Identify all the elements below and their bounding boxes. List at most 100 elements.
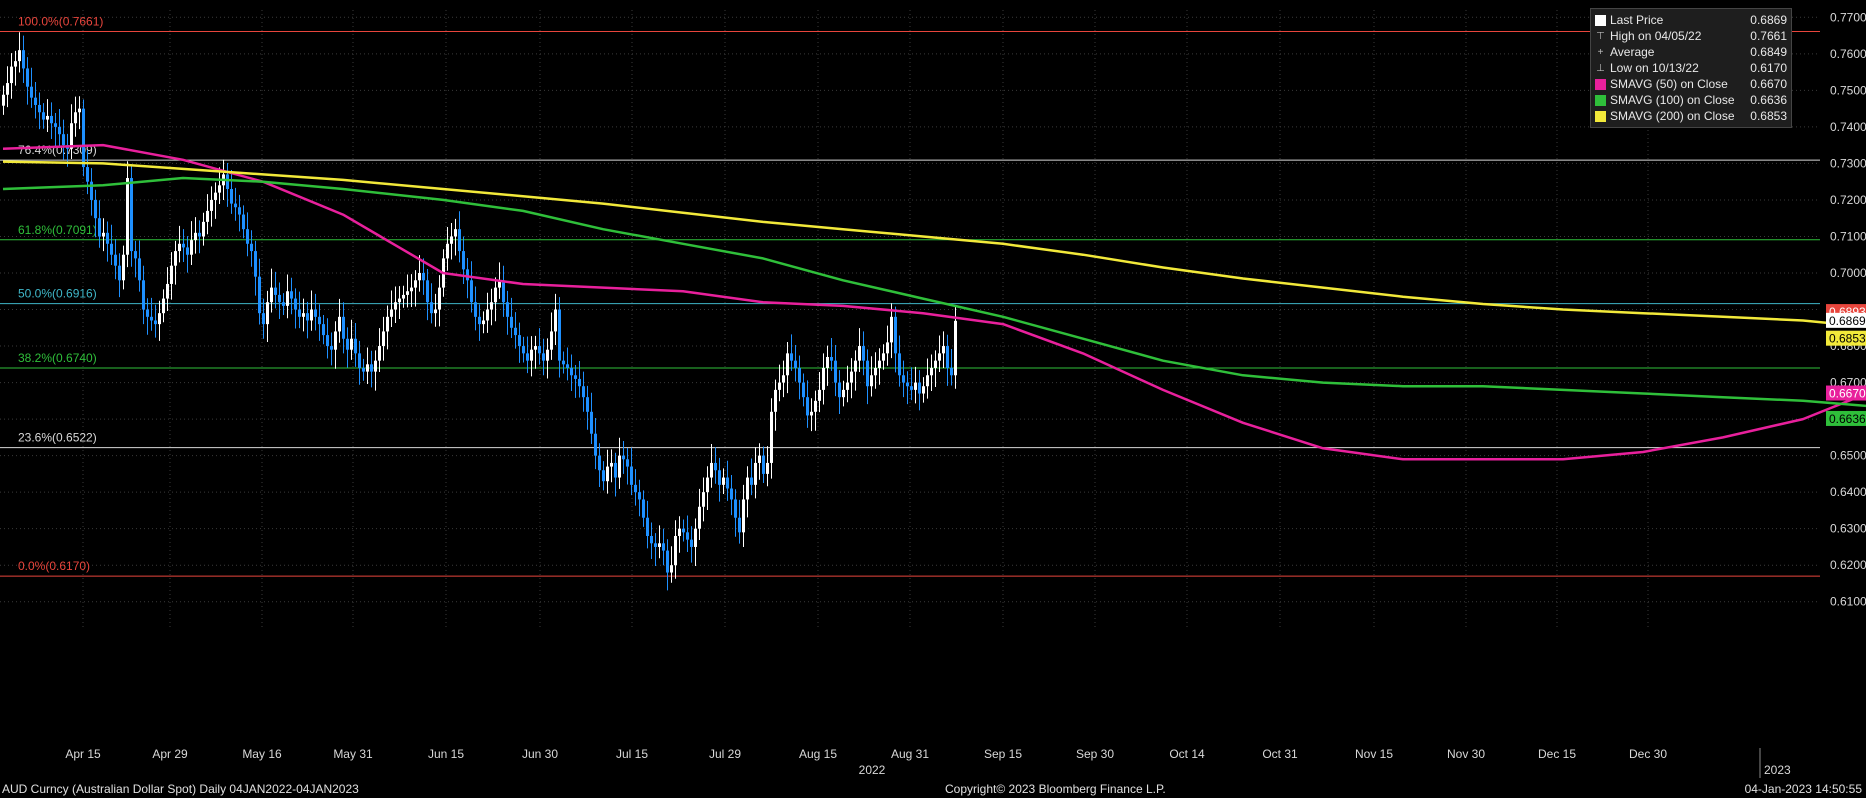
candle-body <box>170 265 173 284</box>
candle-body <box>950 367 953 376</box>
candle-body <box>198 232 201 237</box>
candle-body <box>646 517 649 536</box>
candle-body <box>518 335 521 347</box>
candle-body <box>42 112 45 120</box>
candle-body <box>150 316 153 321</box>
candle-body <box>790 353 793 361</box>
candle-body <box>754 462 757 485</box>
candle-body <box>210 199 213 211</box>
y-tick-label: 0.6100 <box>1830 595 1866 609</box>
high-marker-icon: ⊤ <box>1596 30 1605 42</box>
candle-body <box>154 320 157 325</box>
candle-body <box>318 316 321 325</box>
candle-body <box>882 353 885 361</box>
candle-body <box>706 477 709 493</box>
candle-body <box>766 462 769 474</box>
legend-value: 0.6636 <box>1750 93 1787 107</box>
candle-body <box>926 375 929 387</box>
candle-body <box>466 269 469 281</box>
candle-body <box>462 251 465 270</box>
candle-body <box>294 298 297 310</box>
candle-body <box>586 397 589 412</box>
candle-body <box>106 232 109 244</box>
candle-body <box>758 455 761 463</box>
candle-body <box>254 251 257 277</box>
x-tick-label: Nov 30 <box>1447 747 1485 761</box>
candle-body <box>474 302 477 317</box>
candle-body <box>114 254 117 266</box>
magenta-square-icon <box>1595 78 1606 90</box>
candle-body <box>698 506 701 529</box>
candle-body <box>582 386 585 398</box>
candle-body <box>670 565 673 573</box>
candle-body <box>770 411 773 463</box>
candle-body <box>662 543 665 551</box>
candle-body <box>558 309 561 361</box>
legend-value: 0.7661 <box>1750 29 1787 43</box>
candle-body <box>130 178 133 252</box>
legend-row: ⊥ Low on 10/13/22 0.6170 <box>1595 60 1787 76</box>
candle-body <box>834 360 837 383</box>
y-tick-label: 0.7600 <box>1830 47 1866 61</box>
price-badge <box>1826 385 1866 401</box>
candle-body <box>738 517 741 533</box>
candle-body <box>918 382 921 394</box>
candle-body <box>762 455 765 474</box>
candle-body <box>102 232 105 237</box>
candle-body <box>278 294 281 303</box>
candle-body <box>422 272 425 281</box>
candle-body <box>810 411 813 416</box>
candle-body <box>146 309 149 317</box>
candle-body <box>566 364 569 368</box>
candle-body <box>642 499 645 518</box>
candle-body <box>178 243 181 252</box>
candle-body <box>158 313 161 325</box>
candle-body <box>482 320 485 325</box>
candle-body <box>346 338 349 350</box>
candle-body <box>858 346 861 361</box>
candlesticks <box>2 32 957 591</box>
candle-body <box>138 258 141 281</box>
candle-body <box>658 543 661 547</box>
candle-body <box>610 462 613 467</box>
legend-value: 0.6849 <box>1750 45 1787 59</box>
candle-body <box>230 188 233 204</box>
candle-body <box>262 313 265 325</box>
y-tick-label: 0.7300 <box>1830 156 1866 170</box>
candle-body <box>778 382 781 390</box>
yellow-square-icon <box>1595 110 1606 122</box>
legend-row: SMAVG (100) on Close 0.6636 <box>1595 92 1787 108</box>
footer-bar: AUD Curncy (Australian Dollar Spot) Dail… <box>0 780 1866 798</box>
candle-body <box>46 115 49 120</box>
candle-body <box>30 86 33 98</box>
y-tick-label: 0.6500 <box>1830 449 1866 463</box>
candle-body <box>470 280 473 303</box>
x-tick-label: Oct 14 <box>1169 747 1205 761</box>
candle-body <box>134 251 137 259</box>
candle-body <box>2 94 5 106</box>
candle-body <box>530 349 533 361</box>
white-square-icon <box>1595 14 1606 26</box>
footer-security: AUD Curncy (Australian Dollar Spot) Dail… <box>2 782 359 796</box>
candle-body <box>846 382 849 390</box>
candle-body <box>162 298 165 314</box>
candle-body <box>746 477 749 500</box>
candle-body <box>914 382 917 390</box>
candle-body <box>374 360 377 372</box>
x-tick-label: May 16 <box>242 747 282 761</box>
x-tick-label: Jun 15 <box>428 747 464 761</box>
candle-body <box>942 346 945 354</box>
candle-body <box>358 353 361 368</box>
candle-body <box>234 203 237 208</box>
candle-body <box>22 50 25 69</box>
candle-body <box>82 108 85 168</box>
price-badge-label: 0.6636 <box>1829 412 1866 426</box>
candle-body <box>118 265 121 281</box>
candle-body <box>546 349 549 361</box>
candle-body <box>702 492 705 507</box>
candle-body <box>902 375 905 383</box>
candle-body <box>478 316 481 325</box>
candle-body <box>342 316 345 339</box>
candle-body <box>750 477 753 485</box>
y-tick-label: 0.6300 <box>1830 522 1866 536</box>
